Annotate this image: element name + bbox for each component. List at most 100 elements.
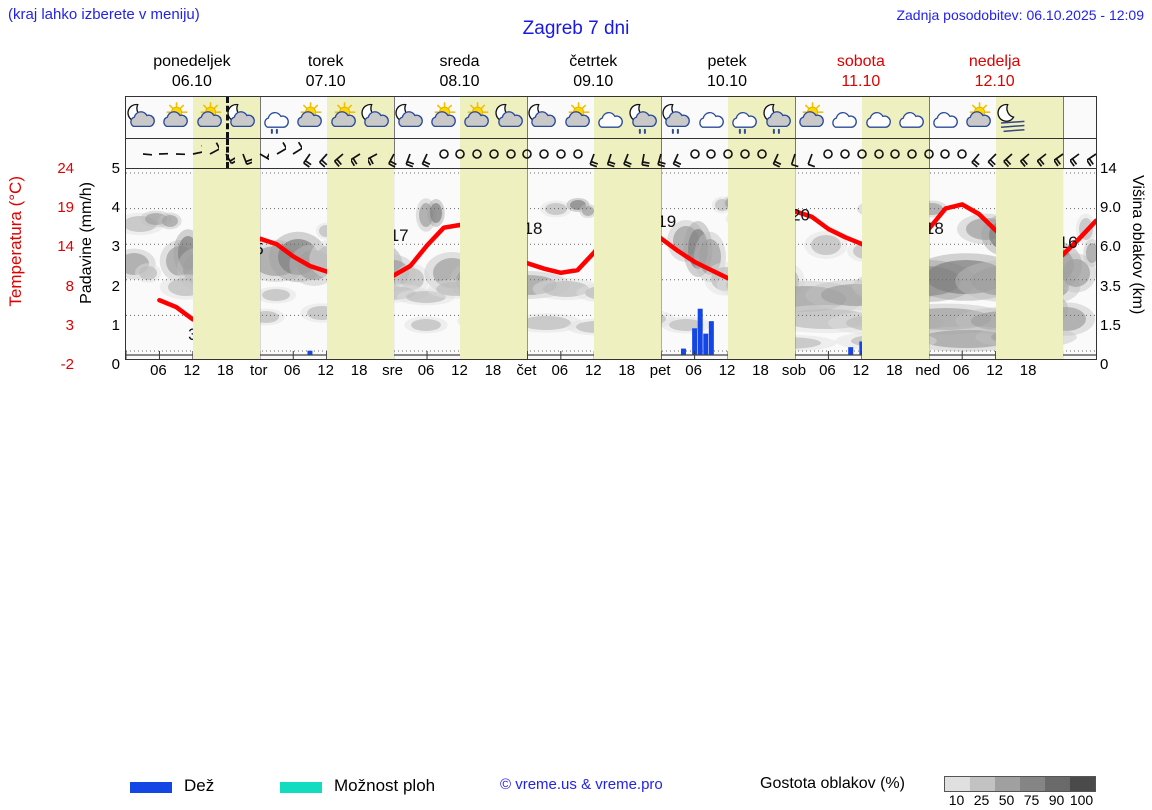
wind-calm-icon <box>435 139 453 169</box>
x-tick-06-4: 06 <box>284 362 301 379</box>
cloud-icon <box>828 97 861 139</box>
wind-calm-icon <box>920 139 938 169</box>
wind-barb-icon <box>970 139 988 169</box>
copyright-link[interactable]: © vreme.us & vreme.pro <box>500 776 663 793</box>
x-tick-čet-11: čet <box>516 362 536 379</box>
wind-calm-icon <box>903 139 921 169</box>
precipitation-bar <box>681 349 686 355</box>
wind-barb-icon <box>401 139 419 169</box>
wind-barb-icon <box>585 139 603 169</box>
wind-calm-icon <box>552 139 570 169</box>
wind-calm-icon <box>468 139 486 169</box>
wind-calm-icon <box>535 139 553 169</box>
showers-legend-swatch <box>280 782 322 793</box>
x-tick-sob-19: sob <box>782 362 806 379</box>
moon-cloud-drizzle-icon <box>628 97 661 139</box>
cloud-drizzle-icon <box>728 97 761 139</box>
cloud-density-legend-title: Gostota oblakov (%) <box>760 775 905 793</box>
sun-cloud-icon <box>293 97 326 139</box>
precipitation-bar <box>848 347 853 355</box>
wind-calm-icon <box>953 139 971 169</box>
day-separator <box>1063 97 1064 138</box>
weather-chart[interactable]: 315917101891913201218101610 <box>125 96 1097 360</box>
cloud-scale-step-50 <box>995 777 1020 791</box>
cloud-scale-label-25: 25 <box>974 792 990 808</box>
sun-cloud-icon <box>795 97 828 139</box>
wind-calm-icon <box>753 139 771 169</box>
cloud-scale-step-75 <box>1020 777 1045 791</box>
daylight-band <box>327 169 394 359</box>
cloud-height-axis-title: Višina oblakov (km) <box>1128 175 1146 314</box>
rain-legend-swatch <box>130 782 172 793</box>
wind-barb-icon <box>669 139 687 169</box>
cloud-scale-step-90 <box>1045 777 1070 791</box>
cloud-tick-3: 3.5 <box>1100 278 1130 295</box>
cloud-blob-halo <box>256 287 297 304</box>
moon-cloud-icon <box>494 97 527 139</box>
precipitation-tick-5: 0 <box>100 356 120 373</box>
cloud-scale-step-10 <box>945 777 970 791</box>
cloud-blob-halo <box>427 199 444 227</box>
wind-calm-icon <box>936 139 954 169</box>
precipitation-tick-0: 5 <box>100 160 120 177</box>
temperature-axis-title: Temperatura (°C) <box>6 176 26 307</box>
wind-barb-icon <box>803 139 821 169</box>
daylight-band <box>728 169 795 359</box>
x-tick-06-24: 06 <box>953 362 970 379</box>
wind-calm-icon <box>836 139 854 169</box>
cloud-scale-label-75: 75 <box>1024 792 1040 808</box>
wind-calm-icon <box>886 139 904 169</box>
precipitation-tick-3: 2 <box>100 278 120 295</box>
wind-calm-icon <box>702 139 720 169</box>
sun-cloud-icon <box>460 97 493 139</box>
daylight-band <box>594 169 661 359</box>
wind-calm-icon <box>502 139 520 169</box>
precipitation-bar <box>703 334 708 355</box>
temperature-tick-0: 24 <box>38 160 74 177</box>
last-update-label: Zadnja posodobitev: 06.10.2025 - 12:09 <box>896 7 1144 23</box>
wind-barb-icon <box>769 139 787 169</box>
wind-barb-icon <box>150 139 168 169</box>
wind-calm-icon <box>819 139 837 169</box>
cloud-scale-label-100: 100 <box>1070 792 1093 808</box>
day-date: 12.10 <box>928 72 1062 92</box>
precipitation-bar <box>692 328 697 355</box>
cloud-tick-4: 1.5 <box>1100 317 1130 334</box>
moon-cloud-icon <box>360 97 393 139</box>
sun-cloud-icon <box>159 97 192 139</box>
cloud-icon <box>862 97 895 139</box>
x-tick-18-2: 18 <box>217 362 234 379</box>
sun-cloud-icon <box>962 97 995 139</box>
moon-cloud-icon <box>126 97 159 139</box>
x-tick-06-12: 06 <box>551 362 568 379</box>
wind-barb-icon <box>635 139 653 169</box>
wind-barb-icon <box>268 139 286 169</box>
cloud-tick-5: 0 <box>1100 356 1130 373</box>
wind-barb-icon <box>167 139 185 169</box>
wind-barb-icon <box>1070 139 1088 169</box>
wind-barb-icon <box>334 139 352 169</box>
wind-barb-icon <box>602 139 620 169</box>
x-tick-06-0: 06 <box>150 362 167 379</box>
day-date: 10.10 <box>660 72 794 92</box>
wind-barb-icon <box>318 139 336 169</box>
wind-barb-row <box>126 139 1096 169</box>
wind-barb-icon <box>234 139 252 169</box>
x-tick-18-26: 18 <box>1020 362 1037 379</box>
wind-barb-icon <box>201 139 219 169</box>
x-tick-06-16: 06 <box>685 362 702 379</box>
wind-barb-icon <box>1003 139 1021 169</box>
daylight-band <box>996 169 1063 359</box>
wind-barb-icon <box>1020 139 1038 169</box>
temperature-tick-3: 8 <box>38 278 74 295</box>
cloud-scale-label-50: 50 <box>999 792 1015 808</box>
